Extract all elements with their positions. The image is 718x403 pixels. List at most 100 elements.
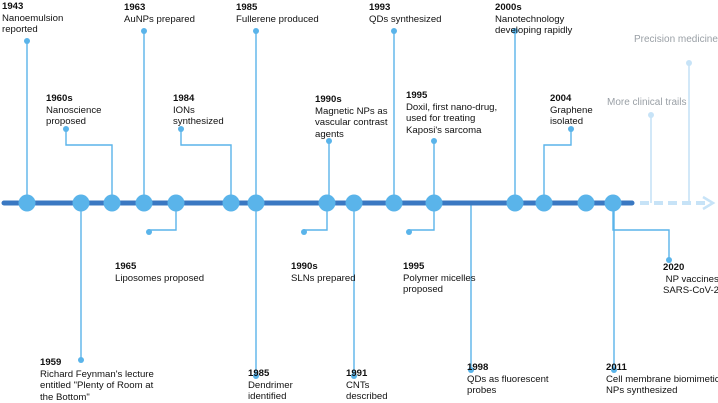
event-text: Graphene: [550, 104, 593, 116]
event-year: 2020: [663, 262, 685, 273]
event-text: identified: [248, 391, 287, 402]
pin-dot: [666, 257, 672, 263]
event-text: used for treating: [406, 113, 476, 124]
event-text: Nanoscience: [46, 104, 102, 116]
pin-dot: [512, 28, 518, 34]
pin-dot: [351, 373, 357, 379]
future-label: More clinical trails: [607, 97, 687, 108]
pin-dot: [391, 28, 397, 34]
event-year: 2011: [606, 362, 627, 373]
event-text: SLNs prepared: [291, 272, 356, 284]
event-text: Cell membrane biomimetic: [606, 373, 718, 385]
event-year: 1990s: [315, 94, 342, 105]
event-label: 2011 Cell membrane biomimetic NPs synthesi…: [606, 362, 718, 397]
event-text: isolated: [550, 116, 584, 127]
pin-dot: [253, 373, 259, 379]
event-label: 1984 IONs synthesized: [173, 93, 224, 128]
pin-dot: [568, 126, 574, 132]
event-label: 1995 Doxil, first nano-drug, used for trea…: [406, 90, 497, 136]
timeline-node: [385, 194, 403, 212]
event-text: SARS-CoV-2: [663, 285, 718, 296]
event-year: 1943: [2, 1, 24, 12]
event-text: Richard Feynman's lecture: [40, 368, 154, 380]
event-year: 2000s: [495, 2, 522, 13]
connector-line: [180, 129, 232, 203]
timeline-node: [222, 194, 240, 212]
event-year: 1995: [406, 90, 428, 101]
timeline-node: [18, 194, 36, 212]
event-text: Polymer micelles: [403, 272, 476, 284]
event-text: Magnetic NPs as: [315, 105, 388, 117]
event-label: 1991 CNTs described: [346, 368, 388, 403]
connector-line: [612, 203, 670, 260]
pin-dot: [24, 38, 30, 44]
event-text: reported: [2, 24, 38, 35]
event-text: Kaposi's sarcoma: [406, 124, 482, 136]
pin-dot: [611, 367, 617, 373]
event-year: 1995: [403, 261, 425, 272]
pin-dot: [648, 112, 654, 118]
timeline-node: [135, 194, 153, 212]
event-text: proposed: [403, 284, 444, 295]
pin-dot: [141, 28, 147, 34]
event-year: 1993: [369, 2, 391, 13]
event-label: 1985 Dendrimer identified: [248, 368, 293, 403]
event-text: QDs synthesized: [369, 13, 442, 25]
arrow-head: [702, 195, 716, 211]
event-text: CNTs: [346, 379, 370, 391]
timeline-node: [345, 194, 363, 212]
event-text: NPs synthesized: [606, 385, 678, 396]
event-label: 1963 AuNPs prepared: [124, 2, 195, 25]
event-label: 2000s Nanotechnology developing rapidly: [495, 2, 572, 37]
event-year: 1991: [346, 368, 368, 379]
timeline-node: [318, 194, 336, 212]
pin-dot: [178, 126, 184, 132]
timeline-node: [577, 194, 595, 212]
event-text: proposed: [46, 116, 87, 127]
timeline-node: [167, 194, 185, 212]
timeline-node: [604, 194, 622, 212]
event-text: synthesized: [173, 116, 224, 127]
event-text: AuNPs prepared: [124, 13, 195, 25]
event-label: 2004 Graphene isolated: [550, 93, 593, 128]
pin-dot: [468, 367, 474, 373]
event-year: 1960s: [46, 93, 73, 104]
event-year: 1963: [124, 2, 146, 13]
event-text: IONs: [173, 104, 195, 116]
event-label: 1965 Liposomes proposed: [115, 261, 204, 284]
event-year: 1965: [115, 261, 137, 272]
event-year: 1998: [467, 362, 489, 373]
event-text: the Bottom": [40, 391, 90, 403]
event-text: QDs as fluorescent: [467, 373, 549, 385]
connector-line: [543, 129, 572, 203]
event-label: 1990s SLNs prepared: [291, 261, 356, 284]
event-text: probes: [467, 385, 497, 396]
timeline-node: [425, 194, 443, 212]
event-text: Doxil, first nano-drug,: [406, 101, 498, 113]
event-text: Dendrimer: [248, 379, 293, 391]
event-label: 1985 Fullerene produced: [236, 2, 319, 25]
connector-line: [65, 129, 113, 203]
event-year: 1984: [173, 93, 195, 104]
pin-dot: [63, 126, 69, 132]
event-text: entitled "Plenty of Room at: [40, 380, 154, 391]
event-text: developing rapidly: [495, 25, 573, 36]
event-label: 1943 Nanoemulsion reported: [2, 1, 63, 36]
pin-dot: [686, 60, 692, 66]
event-label: 1998 QDs as fluorescent probes: [467, 362, 549, 397]
event-label: 1990s Magnetic NPs as vascular contrast age…: [315, 94, 388, 140]
event-label: 1960s Nanoscience proposed: [46, 93, 101, 128]
pin-dot: [78, 357, 84, 363]
event-text: Nanoemulsion: [2, 12, 64, 24]
event-text: Fullerene produced: [236, 13, 319, 25]
event-text: Liposomes proposed: [115, 272, 205, 284]
event-year: 1959: [40, 357, 62, 368]
future-label: Precision medicine: [634, 34, 718, 45]
event-label: 1993 QDs synthesized: [369, 2, 442, 25]
pin-dot: [326, 138, 332, 144]
pin-dot: [146, 229, 152, 235]
event-text: NP vaccines for: [665, 273, 718, 285]
event-year: 1990s: [291, 261, 318, 272]
event-text: vascular contrast: [315, 117, 388, 128]
timeline-node: [247, 194, 265, 212]
